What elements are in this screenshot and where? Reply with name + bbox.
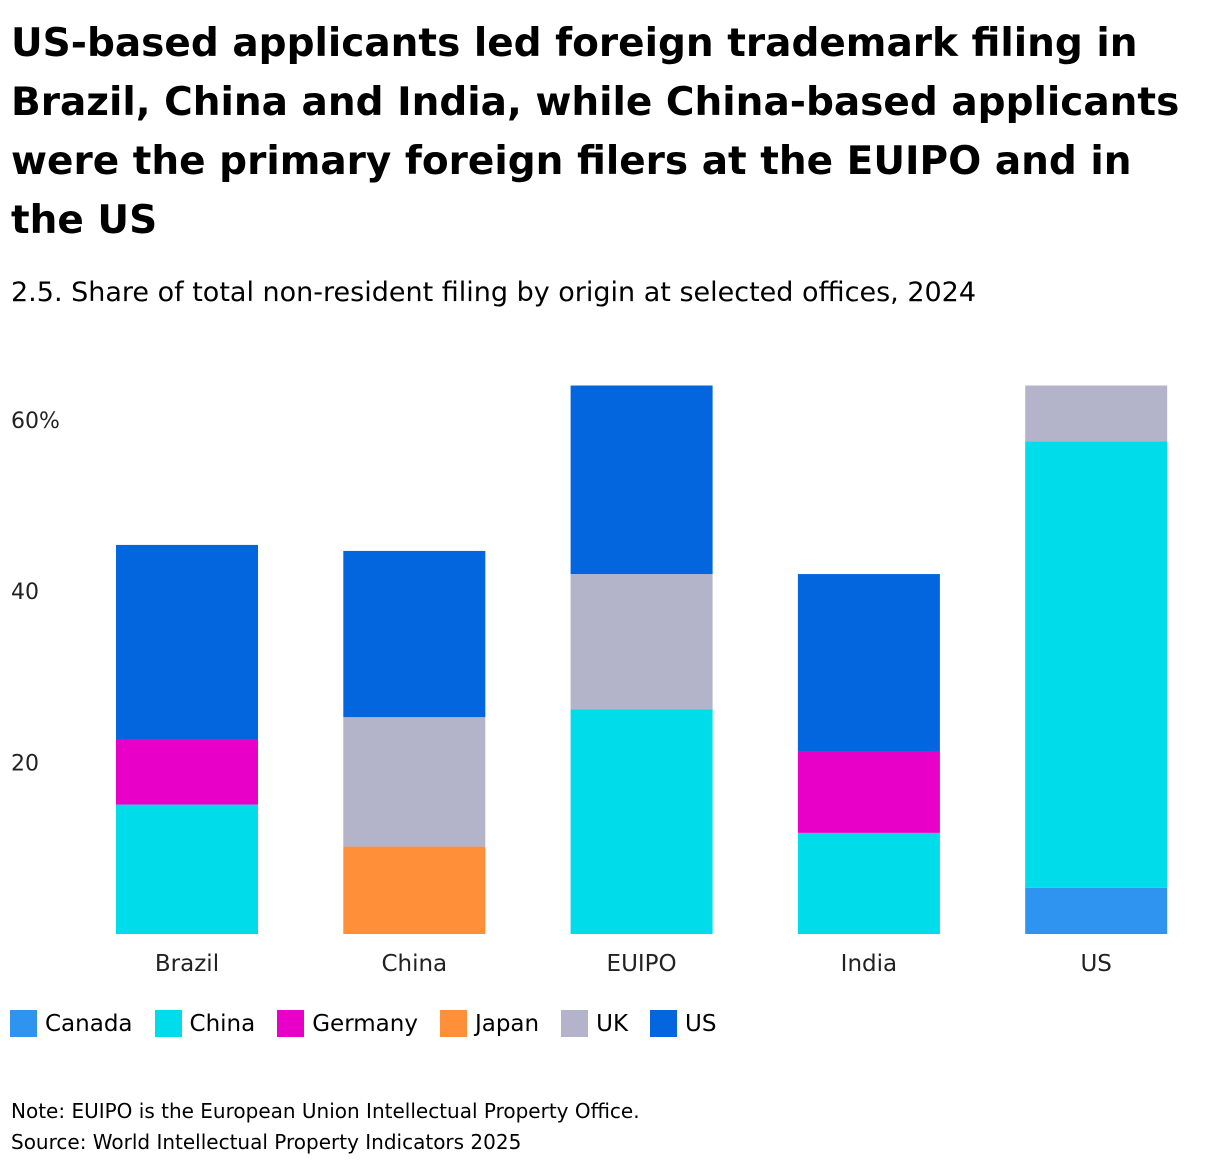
x-tick-label: China [381, 951, 447, 977]
bar-segment-germany [116, 739, 258, 805]
bar-segment-uk [1025, 385, 1168, 442]
bar-stack-china [343, 550, 486, 934]
x-tick-label: EUIPO [607, 951, 677, 977]
legend-label: Canada [45, 1010, 133, 1037]
bar-segment-us [797, 574, 940, 752]
legend-item-germany: Germany [277, 1010, 418, 1037]
legend-swatch [650, 1010, 678, 1037]
legend-label: Germany [312, 1010, 418, 1037]
legend-label: US [685, 1010, 717, 1037]
bar-segment-canada [1025, 887, 1168, 934]
x-tick-label: US [1080, 951, 1111, 977]
legend-label: China [189, 1010, 256, 1037]
x-tick-label: Brazil [155, 951, 219, 977]
legend-item-canada: Canada [10, 1010, 133, 1037]
footnotes: Note: EUIPO is the European Union Intell… [11, 1096, 640, 1158]
legend-swatch [439, 1010, 467, 1037]
legend-item-japan: Japan [439, 1010, 540, 1037]
stacked-bar-chart: 20 40 60% Brazil China EUIPO India US [11, 385, 1168, 977]
x-axis: Brazil China EUIPO India US [155, 951, 1112, 977]
legend-swatch [277, 1010, 305, 1037]
source-text: Source: World Intellectual Property Indi… [11, 1130, 522, 1154]
bar-segment-uk [570, 574, 713, 710]
bars [116, 385, 1168, 934]
legend-label: Japan [474, 1010, 540, 1037]
legend-swatch [154, 1010, 182, 1037]
y-tick-label: 20 [11, 752, 39, 777]
bar-segment-uk [343, 717, 486, 847]
legend-item-uk: UK [561, 1010, 628, 1037]
note-text: Note: EUIPO is the European Union Intell… [11, 1099, 640, 1123]
bar-segment-us [570, 385, 713, 575]
bar-segment-china [116, 804, 258, 934]
bar-stack-us [1025, 385, 1168, 934]
legend-label: UK [596, 1010, 629, 1037]
x-tick-label: India [841, 951, 897, 977]
chart-subtitle: 2.5. Share of total non-resident filing … [11, 277, 977, 308]
bar-stack-euipo [570, 385, 713, 934]
legend-swatch [10, 1010, 37, 1037]
bar-segment-us [343, 550, 486, 718]
bar-segment-germany [797, 751, 940, 833]
y-tick-label: 40 [11, 580, 39, 605]
bar-stack-india [797, 574, 940, 934]
chart-title: US-based applicants led foreign trademar… [11, 21, 1180, 243]
y-axis: 20 40 60% [11, 409, 60, 777]
y-tick-label: 60% [11, 409, 60, 434]
bar-stack-brazil [116, 544, 258, 934]
legend-swatch [561, 1010, 589, 1037]
legend-item-us: US [650, 1010, 716, 1037]
legend-item-china: China [154, 1010, 256, 1037]
bar-segment-china [797, 832, 940, 934]
bar-segment-us [116, 544, 258, 740]
bar-segment-japan [343, 846, 486, 934]
legend: Canada China Germany Japan UK US [10, 1010, 738, 1037]
bar-segment-china [570, 709, 713, 934]
bar-segment-china [1025, 441, 1168, 888]
